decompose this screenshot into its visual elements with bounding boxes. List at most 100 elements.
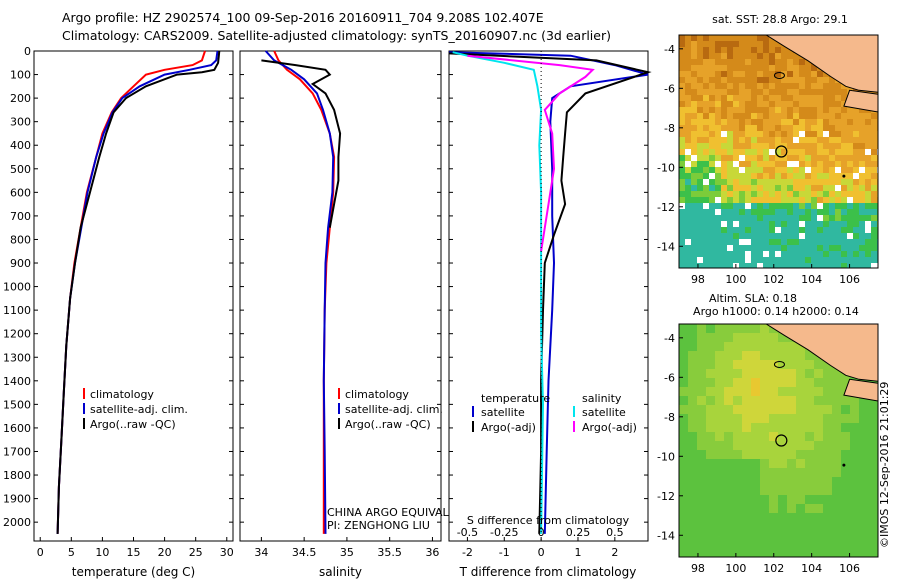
y-tick-label: 1900 — [3, 493, 31, 506]
y-tick-label: 1800 — [3, 469, 31, 482]
x-tick-label: 34 — [254, 546, 268, 559]
y-tick-label: 1100 — [3, 304, 31, 317]
land — [843, 378, 878, 402]
y-tick-label: -14 — [657, 529, 675, 542]
y-tick-label: 0 — [24, 45, 31, 58]
x-tick-label: 15 — [127, 546, 141, 559]
x-tick-label: -2 — [462, 546, 473, 559]
header-line-2: Climatology: CARS2009. Satellite-adjuste… — [62, 28, 611, 43]
sst_map: 98 100 102 104 106 -4 -6 -8 -10 -12 -14 — [657, 34, 879, 286]
sla_map: 98 100 102 104 106 -4 -6 -8 -10 -12 -14 — [657, 323, 879, 575]
salinity-axis-label: salinity — [319, 565, 362, 579]
differences-panel: -2 -1 0 1 2 -0.5 -0.25 0 0.25 0.5S difference fro… — [448, 50, 652, 579]
x-tick-label-salinity: 0.25 — [566, 526, 591, 539]
y-tick-label: 200 — [10, 92, 31, 105]
x-tick-label: 98 — [691, 562, 705, 575]
legend-title-temperature: temperature — [481, 392, 550, 405]
salinity-diff-axis-label: S difference from climatology — [467, 514, 630, 527]
annotation-line-1: CHINA ARGO EQUIVALENT — [327, 506, 471, 519]
differences-frame — [448, 50, 649, 542]
legend-item-label: climatology — [90, 388, 154, 401]
x-tick-label-salinity: 0.5 — [606, 526, 624, 539]
sla-map-subtitle: Argo h1000: 0.14 h2000: 0.14 — [693, 305, 859, 318]
series-salinity-argo-adj- — [467, 54, 595, 252]
x-tick-label: 36 — [425, 546, 439, 559]
series-argo-raw-qc- — [261, 59, 342, 228]
y-tick-label: 400 — [10, 139, 31, 152]
sla-map-title: Altim. SLA: 0.18 — [709, 292, 797, 305]
x-tick-label: 100 — [725, 273, 746, 286]
y-tick-label: 1300 — [3, 351, 31, 364]
temperature-axis-label: temperature (deg C) — [72, 565, 195, 579]
x-tick-label: 102 — [763, 562, 784, 575]
legend-title-salinity: salinity — [582, 392, 622, 405]
land — [745, 324, 878, 382]
y-tick-label: -8 — [664, 122, 675, 135]
x-tick-label: 2 — [611, 546, 618, 559]
series-satellite-adj-clim- — [264, 50, 335, 534]
x-tick-label-salinity: 0 — [538, 526, 545, 539]
annotation-line-2: PI: ZENGHONG LIU — [327, 519, 430, 532]
header-line-1: Argo profile: HZ 2902574_100 09-Sep-2016… — [62, 10, 544, 25]
y-tick-label: 300 — [10, 116, 31, 129]
x-tick-label: 20 — [158, 546, 172, 559]
legend-item-label: Argo(-adj) — [582, 421, 637, 434]
y-tick-label: 1600 — [3, 422, 31, 435]
x-tick-label: 106 — [839, 273, 860, 286]
sst-map-title: sat. SST: 28.8 Argo: 29.1 — [712, 13, 848, 26]
y-tick-label: 1000 — [3, 281, 31, 294]
salinity-panel: 34 34.5 35 35.5 36 salinity climatology satelli… — [239, 50, 471, 579]
x-tick-label: 25 — [189, 546, 203, 559]
sst-field — [679, 35, 878, 268]
temperature-diff-axis-label: T difference from climatology — [459, 565, 637, 579]
x-tick-label: 35.5 — [377, 546, 402, 559]
salinity-frame — [239, 50, 442, 542]
y-tick-label: 500 — [10, 163, 31, 176]
y-tick-label: -4 — [664, 43, 675, 56]
y-tick-label: 600 — [10, 186, 31, 199]
x-tick-label: -1 — [499, 546, 510, 559]
y-tick-label: -10 — [657, 450, 675, 463]
x-tick-label: 34.5 — [292, 546, 317, 559]
y-tick-label: 800 — [10, 233, 31, 246]
x-tick-label-salinity: -0.25 — [490, 526, 518, 539]
series-salinity-satellite — [452, 51, 545, 534]
series-argo-raw-qc- — [56, 50, 221, 534]
x-tick-label: 0 — [538, 546, 545, 559]
x-tick-label: 0 — [37, 546, 44, 559]
y-tick-label: -14 — [657, 240, 675, 253]
x-tick-label: 100 — [725, 562, 746, 575]
y-tick-label: 2000 — [3, 516, 31, 529]
island — [773, 360, 785, 368]
legend-item-label: satellite — [582, 406, 626, 419]
y-tick-label: 1400 — [3, 375, 31, 388]
y-tick-label: 1200 — [3, 328, 31, 341]
x-tick-label: 104 — [801, 273, 822, 286]
legend-item-label: Argo(..raw -QC) — [345, 418, 431, 431]
x-tick-label: 104 — [801, 562, 822, 575]
legend-item-label: climatology — [345, 388, 409, 401]
legend-item-label: Argo(-adj) — [481, 421, 536, 434]
x-tick-label: 30 — [220, 546, 234, 559]
x-tick-label: 98 — [691, 273, 705, 286]
y-tick-label: -12 — [657, 490, 675, 503]
island — [773, 71, 785, 79]
x-tick-label: 10 — [95, 546, 109, 559]
y-tick-label: 1700 — [3, 445, 31, 458]
y-tick-label: 100 — [10, 69, 31, 82]
y-tick-label: -6 — [664, 371, 675, 384]
map-frame — [678, 34, 879, 269]
y-tick-label: 900 — [10, 257, 31, 270]
y-tick-label: -6 — [664, 82, 675, 95]
y-tick-label: -8 — [664, 411, 675, 424]
map-frame — [678, 323, 879, 558]
y-tick-label: 1500 — [3, 398, 31, 411]
x-tick-label: 5 — [68, 546, 75, 559]
temperature-panel: 0100200300400500600700800900100011001200… — [3, 45, 234, 579]
island — [842, 174, 846, 178]
float-position-marker — [775, 145, 788, 158]
x-tick-label: 35 — [340, 546, 354, 559]
legend-item-label: satellite — [481, 406, 525, 419]
x-tick-label: 102 — [763, 273, 784, 286]
